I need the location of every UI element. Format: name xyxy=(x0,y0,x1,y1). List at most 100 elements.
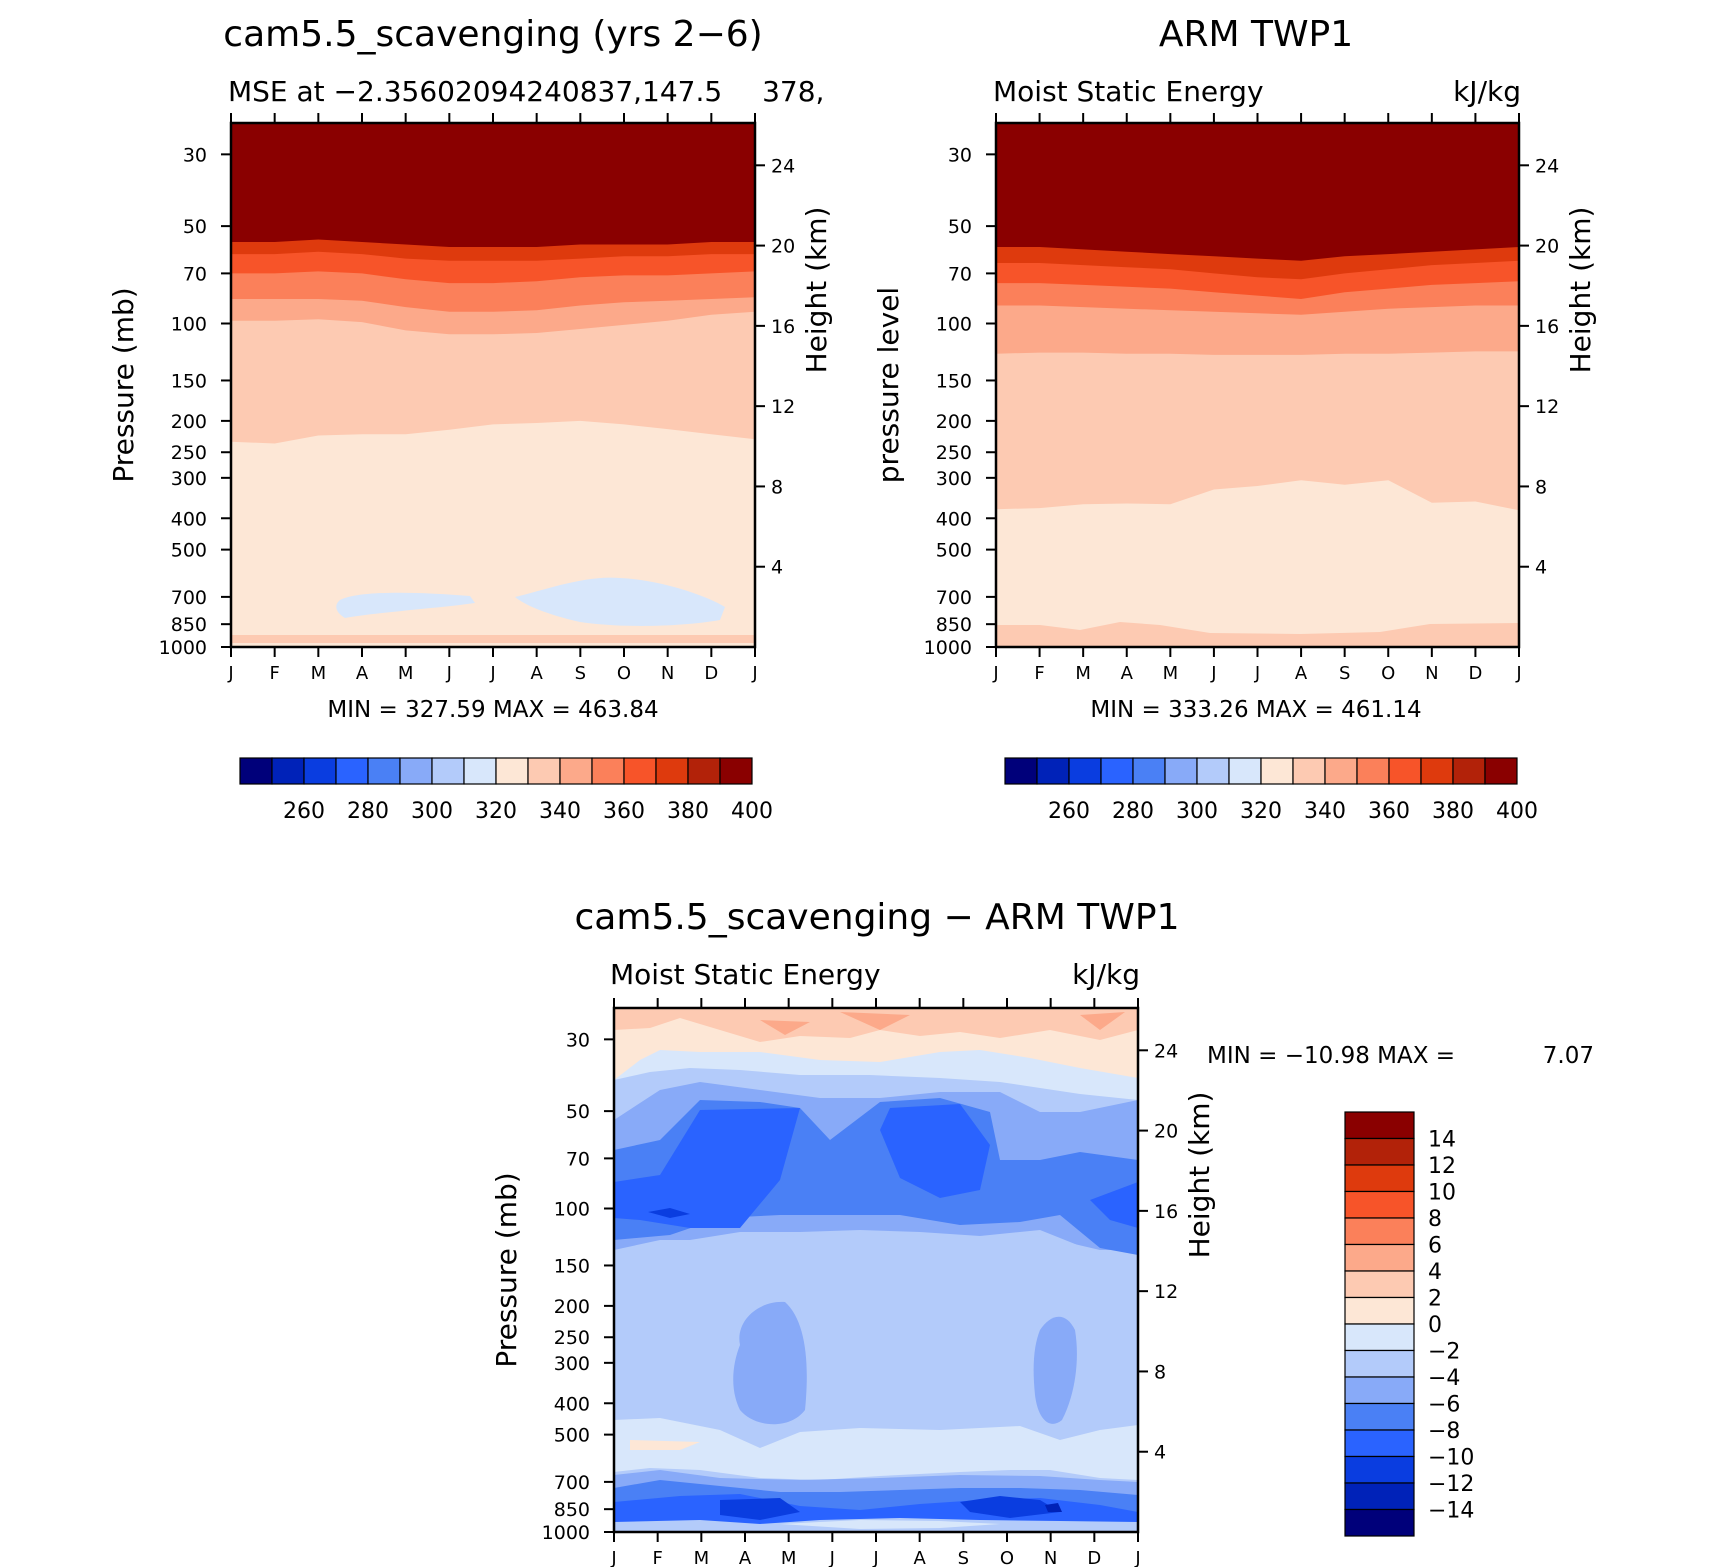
x-tick-label: D xyxy=(1087,1548,1101,1567)
surface-band xyxy=(996,622,1519,647)
y-tick-label: 500 xyxy=(554,1425,590,1447)
panel-diff-minmax-value: 7.07 xyxy=(1543,1043,1594,1069)
y2-tick-label: 16 xyxy=(1154,1201,1178,1223)
y2-axis-label: Height (km) xyxy=(800,207,833,374)
colorbar-label: 280 xyxy=(347,799,389,824)
y-tick-label: 850 xyxy=(554,1499,590,1521)
panel-obs-colorbar: 260 280 300 320 340 360 380 400 xyxy=(1004,757,1538,824)
colorbar-swatch xyxy=(431,757,465,785)
colorbar-swatch xyxy=(559,757,593,785)
y-tick-label: 1000 xyxy=(924,637,972,659)
colorbar-swatch xyxy=(1420,757,1454,785)
band-m8-m6-edge xyxy=(1090,1182,1138,1228)
x-tick-label: A xyxy=(356,663,369,684)
colorbar-label: −12 xyxy=(1428,1472,1474,1497)
panel-diff-field xyxy=(614,1008,1138,1532)
x-tick-label: M xyxy=(694,1548,710,1567)
colorbar-swatch xyxy=(1344,1482,1415,1511)
colorbar-label: 300 xyxy=(411,799,453,824)
panel-model-field xyxy=(231,123,755,647)
y-axis-label: Pressure (mb) xyxy=(107,287,140,482)
y-tick-label: 50 xyxy=(948,216,972,238)
mid-blob-right xyxy=(1033,1316,1077,1424)
x-tick-label: J xyxy=(489,663,495,684)
colorbar-swatch xyxy=(1388,757,1422,785)
colorbar-swatch xyxy=(303,757,337,785)
x-tick-label: J xyxy=(992,663,998,684)
band-m14-m12-lower xyxy=(1045,1503,1062,1512)
x-tick-label: D xyxy=(704,663,718,684)
x-tick-label: M xyxy=(781,1548,797,1567)
colorbar-swatch xyxy=(1344,1296,1415,1325)
colorbar-swatch xyxy=(591,757,625,785)
band-m12-m10-lower xyxy=(720,1496,1060,1520)
panel-obs-left-label: Moist Static Energy xyxy=(993,75,1264,108)
colorbar-swatch xyxy=(1344,1376,1415,1405)
y-tick-label: 300 xyxy=(171,468,207,490)
panel-obs-axes: J F M A M J J A S O N D J 30 50 70 100 150 200 250 300 400 500… xyxy=(872,113,1597,684)
panel-diff-title: cam5.5_scavenging − ARM TWP1 xyxy=(575,897,1180,938)
colorbar-swatch xyxy=(1068,757,1102,785)
panel-obs-minmax: MIN = 333.26 MAX = 461.14 xyxy=(1090,697,1421,723)
colorbar-swatch xyxy=(1344,1111,1415,1140)
x-tick-label: O xyxy=(617,663,631,684)
colorbar-label: 360 xyxy=(603,799,645,824)
colorbar-swatch xyxy=(1344,1508,1415,1537)
colorbar-swatch xyxy=(463,757,497,785)
y2-tick-label: 8 xyxy=(1154,1361,1166,1383)
colorbar-label: −8 xyxy=(1428,1419,1460,1444)
y2-tick-label: 4 xyxy=(1154,1442,1166,1464)
colorbar-swatch xyxy=(1344,1349,1415,1378)
x-tick-label: J xyxy=(227,663,233,684)
x-tick-label: F xyxy=(1034,663,1044,684)
y-tick-label: 200 xyxy=(171,411,207,433)
y-tick-label: 250 xyxy=(554,1327,590,1349)
colorbar-label: 400 xyxy=(731,799,773,824)
colorbar-swatch xyxy=(1132,757,1166,785)
colorbar-swatch xyxy=(1324,757,1358,785)
colorbar-label: 320 xyxy=(1240,799,1282,824)
band-m4-m2-mid xyxy=(614,1236,1138,1260)
panel-obs-field xyxy=(996,123,1519,647)
colorbar-label: 260 xyxy=(283,799,325,824)
panel-diff: cam5.5_scavenging − ARM TWP1 Moist Stati… xyxy=(490,897,1594,1567)
colorbar-swatch xyxy=(1344,1270,1415,1299)
x-tick-label: A xyxy=(1121,663,1134,684)
colorbar-label: 260 xyxy=(1048,799,1090,824)
colorbar-swatch xyxy=(1344,1190,1415,1219)
colorbar-swatch xyxy=(495,757,529,785)
band-m8-m6-left xyxy=(614,1108,800,1228)
x-tick-label: J xyxy=(446,663,452,684)
y2-tick-label: 24 xyxy=(771,155,795,177)
y-tick-label: 400 xyxy=(554,1393,590,1415)
y-axis-label: Pressure (mb) xyxy=(490,1172,523,1367)
y-tick-label: 200 xyxy=(554,1296,590,1318)
colorbar-swatch xyxy=(1196,757,1230,785)
y-axis-label: pressure level xyxy=(872,287,905,483)
colorbar-swatch xyxy=(367,757,401,785)
y2-tick-label: 4 xyxy=(1535,557,1547,579)
colorbar-swatch xyxy=(1344,1164,1415,1193)
colorbar-swatch xyxy=(1344,1243,1415,1272)
panel-diff-minmax-label: MIN = −10.98 MAX = xyxy=(1207,1043,1455,1069)
y-tick-label: 200 xyxy=(936,411,972,433)
panel-model-colorbar: 260 280 300 320 340 360 380 400 xyxy=(239,757,773,824)
y-tick-label: 700 xyxy=(936,587,972,609)
panel-model-right-label: 378, xyxy=(762,75,830,108)
panel-obs-title: ARM TWP1 xyxy=(1159,14,1353,55)
colorbar-label: 12 xyxy=(1428,1154,1456,1179)
y2-tick-label: 20 xyxy=(771,236,795,258)
x-tick-label: A xyxy=(914,1548,927,1567)
panel-model-axes: J F M A M J J A S O N D J 30 50 70 100 150 200 250 300 400 500… xyxy=(107,113,833,684)
colorbar-swatch xyxy=(1344,1455,1415,1484)
colorbar-swatch xyxy=(527,757,561,785)
y-tick-label: 50 xyxy=(183,216,207,238)
colorbar-label: 10 xyxy=(1428,1181,1456,1206)
y-tick-label: 700 xyxy=(554,1472,590,1494)
y2-tick-label: 20 xyxy=(1154,1121,1178,1143)
x-tick-label: N xyxy=(1044,1548,1057,1567)
y-tick-label: 100 xyxy=(171,314,207,336)
colorbar-swatch xyxy=(1344,1429,1415,1458)
colorbar-label: 14 xyxy=(1428,1128,1456,1153)
